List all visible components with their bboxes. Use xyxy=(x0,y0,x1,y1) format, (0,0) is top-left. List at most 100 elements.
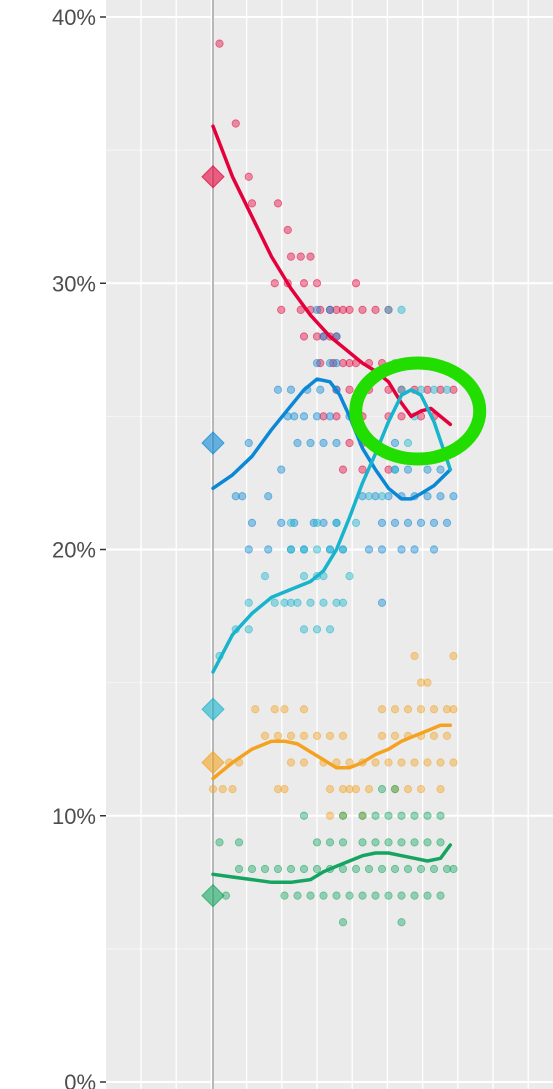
poll-point xyxy=(403,705,413,714)
poll-point xyxy=(273,385,283,394)
highlight-circle xyxy=(349,356,487,466)
poll-point xyxy=(384,758,393,767)
poll-point xyxy=(390,438,400,448)
poll-point xyxy=(384,305,393,314)
poll-point xyxy=(306,252,315,261)
poll-point xyxy=(306,598,315,607)
poll-point xyxy=(364,545,374,554)
poll-point xyxy=(244,545,253,554)
result-marker xyxy=(201,750,225,775)
poll-point xyxy=(351,518,361,527)
poll-point xyxy=(338,359,348,368)
result-markers xyxy=(201,165,225,908)
poll-point xyxy=(436,465,445,474)
poll-point xyxy=(312,412,322,421)
poll-point xyxy=(332,518,341,527)
poll-point xyxy=(319,518,328,527)
poll-point xyxy=(371,492,380,501)
poll-point xyxy=(384,465,393,474)
poll-point xyxy=(283,225,292,235)
poll-point xyxy=(423,811,432,820)
poll-point xyxy=(286,598,296,607)
poll-point xyxy=(429,864,439,874)
poll-point xyxy=(260,731,270,740)
poll-point xyxy=(345,385,354,394)
poll-point xyxy=(316,305,325,314)
poll-point xyxy=(377,705,387,714)
poll-point xyxy=(377,492,387,501)
poll-point xyxy=(358,838,367,847)
poll-point xyxy=(345,305,354,314)
poll-point xyxy=(286,758,296,767)
poll-point xyxy=(351,279,361,288)
poll-point xyxy=(345,785,354,794)
poll-point xyxy=(345,572,354,581)
y-axis: 40% 30% 20% 10% 0% xyxy=(52,5,106,1089)
poll-point xyxy=(410,545,419,554)
poll-point xyxy=(351,864,361,874)
poll-point xyxy=(286,385,296,394)
poll-point xyxy=(312,279,322,288)
y-tick-label: 40% xyxy=(52,5,96,30)
trend-lines xyxy=(211,124,453,885)
poll-point xyxy=(332,598,341,607)
poll-point xyxy=(260,572,270,581)
poll-point xyxy=(325,305,335,314)
poll-point xyxy=(364,492,374,501)
poll-point xyxy=(449,864,458,874)
poll-point xyxy=(332,412,341,421)
trend-line xyxy=(211,377,453,501)
poll-point xyxy=(390,785,400,794)
y-tick-label: 20% xyxy=(52,538,96,563)
poll-point xyxy=(436,838,445,847)
poll-point xyxy=(338,785,348,794)
result-marker xyxy=(201,431,225,455)
poll-point xyxy=(312,864,322,874)
poll-point xyxy=(338,598,348,607)
poll-point xyxy=(390,731,400,740)
poll-point xyxy=(384,492,393,501)
poll-point xyxy=(306,438,315,448)
poll-point xyxy=(316,385,325,394)
poll-point xyxy=(312,545,322,554)
poll-point xyxy=(442,518,452,527)
poll-point xyxy=(312,518,322,527)
poll-point xyxy=(449,651,458,661)
poll-point xyxy=(208,785,218,794)
poll-point xyxy=(299,731,309,740)
poll-point xyxy=(231,119,240,128)
poll-point xyxy=(332,305,341,314)
poll-point xyxy=(429,731,439,740)
poll-point xyxy=(371,758,380,767)
poll-point xyxy=(358,465,367,474)
poll-point xyxy=(397,758,406,767)
poll-point xyxy=(247,864,257,874)
poll-point xyxy=(319,891,328,900)
poll-point xyxy=(306,891,315,900)
poll-point xyxy=(264,492,273,501)
poll-point xyxy=(319,412,328,421)
poll-point xyxy=(397,891,406,900)
poll-point xyxy=(325,731,335,740)
poll-point xyxy=(332,438,341,448)
poll-point xyxy=(358,811,367,820)
poll-point xyxy=(390,518,400,527)
poll-point xyxy=(290,518,299,527)
poll-point xyxy=(299,705,309,714)
poll-point xyxy=(319,598,328,607)
poll-point xyxy=(403,785,413,794)
poll-point xyxy=(312,305,322,314)
y-tick-label: 10% xyxy=(52,804,96,829)
poll-point xyxy=(244,172,253,181)
trend-line xyxy=(211,843,453,885)
poll-point xyxy=(423,465,432,474)
poll-point xyxy=(325,625,335,634)
poll-point xyxy=(390,864,400,874)
poll-point xyxy=(442,731,452,740)
poll-point xyxy=(384,838,393,847)
poll-point xyxy=(423,838,432,847)
poll-point xyxy=(423,891,432,900)
poll-point xyxy=(325,838,335,847)
poll-point xyxy=(436,891,445,900)
